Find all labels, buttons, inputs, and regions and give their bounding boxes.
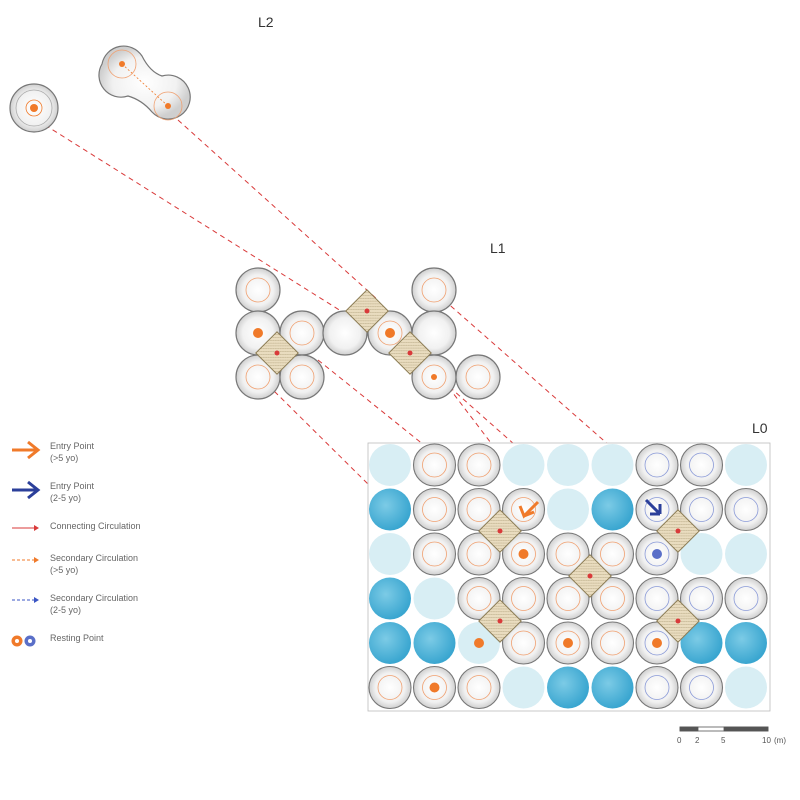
entry-arrow-orange xyxy=(518,500,540,519)
level-1-plan xyxy=(235,267,501,400)
play-pod xyxy=(412,532,457,576)
legend-secondary-circulation-over-5: Secondary Circulation (>5 yo) xyxy=(10,548,180,588)
legend-sublabel: (2-5 yo) xyxy=(50,493,82,503)
scale-bar-labels: 0 2 5 10 (m) xyxy=(676,724,796,754)
water-cell xyxy=(680,622,723,664)
water-cell xyxy=(369,577,411,620)
water-cell xyxy=(369,488,411,531)
legend-label: Secondary Circulation xyxy=(50,553,139,563)
ground-cell xyxy=(502,444,545,486)
water-cell xyxy=(547,666,589,709)
level-0-plan xyxy=(367,442,771,712)
water-cell xyxy=(413,622,456,664)
water-cell xyxy=(591,488,634,531)
legend-sublabel: (>5 yo) xyxy=(50,453,79,463)
stair-core xyxy=(478,509,700,643)
ground-cell xyxy=(725,444,767,486)
resting-point-marker xyxy=(474,638,484,648)
level-2-plan xyxy=(9,45,191,133)
legend-resting-point: Resting Point xyxy=(10,628,180,668)
level-0-label: L0 xyxy=(752,420,768,436)
l2-pod-single xyxy=(9,83,59,133)
play-pod xyxy=(679,443,724,487)
play-pod xyxy=(679,665,724,710)
water-cell xyxy=(725,622,767,664)
play-pod xyxy=(368,665,412,710)
play-pod xyxy=(412,487,457,532)
play-pod xyxy=(546,576,590,621)
play-pod xyxy=(724,576,768,621)
play-pod xyxy=(635,576,679,621)
ground-cell xyxy=(502,666,545,709)
entry-arrow-blue xyxy=(644,498,662,516)
scale-bar xyxy=(679,726,769,732)
legend-sublabel: (>5 yo) xyxy=(50,565,79,575)
ground-cell xyxy=(369,444,411,486)
scale-tick-0: 0 xyxy=(677,736,682,745)
resting-point-marker xyxy=(652,638,662,648)
blue-dashed-arrow-icon xyxy=(12,597,39,603)
level-2-label: L2 xyxy=(258,14,274,30)
ground-cell xyxy=(680,533,723,575)
resting-point-marker xyxy=(429,682,440,693)
scale-tick-10: 10 xyxy=(762,736,771,745)
ground-cell xyxy=(547,444,589,486)
play-pod xyxy=(635,443,679,487)
scale-unit: (m) xyxy=(774,736,786,745)
water-cell xyxy=(369,622,411,664)
legend-label: Connecting Circulation xyxy=(50,521,141,531)
resting-point-marker xyxy=(563,638,573,648)
resting-point-marker xyxy=(652,549,662,559)
play-pod xyxy=(679,487,724,532)
resting-point-marker xyxy=(518,549,529,559)
play-pod xyxy=(457,443,501,487)
level-1-label: L1 xyxy=(490,240,506,256)
play-pod xyxy=(724,487,768,532)
orange-dashed-arrow-icon xyxy=(12,557,39,563)
play-pod xyxy=(590,621,635,665)
l2-pod-pair xyxy=(98,45,191,121)
legend-label: Secondary Circulation xyxy=(50,593,139,603)
play-pod xyxy=(635,665,679,710)
orange-arrow-icon xyxy=(12,440,41,460)
play-pod xyxy=(457,576,501,621)
legend-label: Entry Point xyxy=(50,441,95,451)
legend-label: Resting Point xyxy=(50,633,104,643)
ground-cell xyxy=(725,533,767,575)
water-cell xyxy=(591,666,634,709)
ground-cell xyxy=(547,488,589,531)
red-arrow-line-icon xyxy=(12,525,39,531)
legend-entry-point-over-5: Entry Point (>5 yo) xyxy=(10,436,180,476)
legend-label: Entry Point xyxy=(50,481,95,491)
play-pod xyxy=(546,532,590,576)
ground-cell xyxy=(591,444,634,486)
legend-sublabel: (2-5 yo) xyxy=(50,605,82,615)
scale-tick-5: 5 xyxy=(721,736,726,745)
legend-secondary-circulation-2-5: Secondary Circulation (2-5 yo) xyxy=(10,588,180,628)
legend-connecting-circulation: Connecting Circulation xyxy=(10,516,180,548)
blue-arrow-icon xyxy=(12,480,41,500)
play-pod xyxy=(501,621,546,665)
play-pod xyxy=(590,576,635,621)
ground-cell xyxy=(413,577,456,620)
play-pod xyxy=(457,532,501,576)
play-pod xyxy=(501,487,546,532)
scale-tick-2: 2 xyxy=(695,736,700,745)
resting-point-icon xyxy=(11,635,36,647)
play-pod xyxy=(679,576,724,621)
play-pod xyxy=(457,665,501,710)
play-pod xyxy=(412,443,457,487)
legend-entry-point-2-5: Entry Point (2-5 yo) xyxy=(10,476,180,516)
ground-cell xyxy=(725,666,767,709)
ground-cell xyxy=(369,533,411,575)
legend: Entry Point (>5 yo) Entry Point (2-5 yo) C… xyxy=(10,436,180,668)
play-pod xyxy=(590,532,635,576)
play-pod xyxy=(501,576,546,621)
